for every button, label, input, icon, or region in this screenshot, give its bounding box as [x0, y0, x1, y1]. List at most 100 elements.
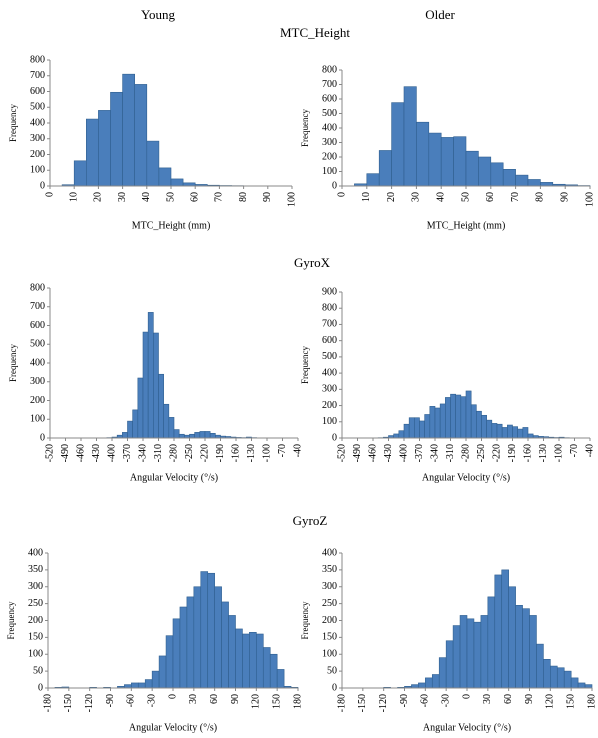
bar — [199, 431, 206, 439]
x-tick-label: 180 — [292, 694, 303, 709]
bar — [507, 424, 513, 439]
y-tick-label: 500 — [30, 102, 45, 113]
bar — [556, 667, 565, 689]
y-tick-label: 250 — [322, 598, 337, 609]
bar — [418, 682, 426, 689]
x-tick-label: 90 — [559, 192, 570, 202]
bar — [186, 596, 195, 689]
y-tick-label: 200 — [30, 149, 45, 160]
bar — [214, 586, 222, 689]
bar — [501, 569, 509, 689]
x-tick-label: -120 — [378, 694, 389, 712]
bar — [529, 615, 537, 689]
y-tick-label: 50 — [327, 665, 337, 676]
x-tick-label: 0 — [336, 192, 347, 197]
y-tick-label: 350 — [28, 564, 43, 575]
x-tick-label: -430 — [91, 444, 102, 462]
bar — [151, 670, 160, 689]
x-tick-label: -430 — [383, 444, 394, 462]
x-tick-label: 30 — [482, 694, 493, 704]
bar — [522, 608, 530, 689]
x-tick-label: 150 — [565, 694, 576, 709]
bar — [158, 373, 164, 439]
bar — [431, 674, 440, 689]
bar — [452, 625, 461, 689]
x-tick-label: -70 — [569, 444, 580, 457]
y-tick-label: 300 — [322, 384, 337, 395]
x-tick-label: -90 — [105, 694, 116, 707]
bar — [476, 410, 482, 439]
bar — [512, 426, 518, 439]
y-tick-label: 150 — [28, 632, 43, 643]
bar — [221, 601, 229, 689]
bar — [563, 670, 572, 689]
y-tick-label: 500 — [30, 339, 45, 350]
x-tick-label: -280 — [460, 444, 471, 462]
x-tick-label: -130 — [538, 444, 549, 462]
y-tick-label: 600 — [30, 86, 45, 97]
bar — [478, 156, 492, 187]
bar — [147, 312, 154, 439]
y-tick-label: 200 — [30, 395, 45, 406]
x-tick-label: 40 — [141, 192, 152, 202]
x-tick-label: 60 — [503, 694, 514, 704]
x-tick-label: -100 — [553, 444, 564, 462]
x-axis-label: Angular Velocity (°/s) — [422, 472, 510, 483]
bar — [496, 423, 503, 439]
bar — [428, 132, 442, 187]
x-tick-label: -160 — [230, 444, 241, 462]
y-axis-label: Frequency — [300, 109, 310, 147]
x-tick-label: -180 — [336, 694, 347, 712]
x-tick-label: -220 — [199, 444, 210, 462]
bar — [158, 655, 167, 689]
y-tick-label: 400 — [28, 547, 43, 558]
x-tick-label: -160 — [522, 444, 533, 462]
bar — [502, 169, 516, 187]
x-tick-label: -310 — [445, 444, 456, 462]
x-tick-label: -180 — [42, 694, 53, 712]
x-tick-label: 100 — [286, 192, 297, 207]
y-axis-label: Frequency — [6, 601, 16, 639]
bar — [527, 179, 541, 187]
x-tick-label: -310 — [153, 444, 164, 462]
y-tick-label: 900 — [322, 286, 337, 297]
x-tick-label: 20 — [386, 192, 397, 202]
x-tick-label: 0 — [461, 694, 472, 699]
x-tick-label: -150 — [63, 694, 74, 712]
y-tick-label: 700 — [322, 79, 337, 90]
x-tick-label: -70 — [277, 444, 288, 457]
bar — [269, 653, 278, 689]
bar — [543, 659, 551, 689]
bar — [473, 621, 482, 689]
row-title: GyroX — [294, 255, 331, 270]
bar — [515, 174, 529, 187]
x-tick-label: 90 — [524, 694, 535, 704]
bar — [110, 91, 123, 187]
bar — [122, 432, 128, 439]
x-tick-label: 100 — [584, 192, 595, 207]
y-tick-label: 100 — [322, 649, 337, 660]
y-tick-label: 0 — [332, 180, 337, 191]
bar — [501, 427, 508, 439]
bar — [170, 178, 184, 187]
y-axis-label: Frequency — [8, 344, 18, 382]
x-tick-label: 80 — [238, 192, 249, 202]
y-tick-label: 200 — [28, 615, 43, 626]
bar — [142, 331, 149, 439]
bar — [131, 682, 139, 689]
x-tick-label: 20 — [93, 192, 104, 202]
y-tick-label: 0 — [40, 180, 45, 191]
bar — [515, 605, 523, 689]
y-tick-label: 200 — [322, 400, 337, 411]
x-tick-label: 50 — [460, 192, 471, 202]
y-tick-label: 800 — [30, 282, 45, 293]
x-tick-label: -250 — [184, 444, 195, 462]
bar — [178, 433, 185, 439]
bar — [193, 586, 202, 689]
y-tick-label: 800 — [322, 303, 337, 314]
y-tick-label: 500 — [322, 108, 337, 119]
x-tick-label: 10 — [68, 192, 79, 202]
y-tick-label: 600 — [322, 335, 337, 346]
bar — [465, 150, 479, 187]
